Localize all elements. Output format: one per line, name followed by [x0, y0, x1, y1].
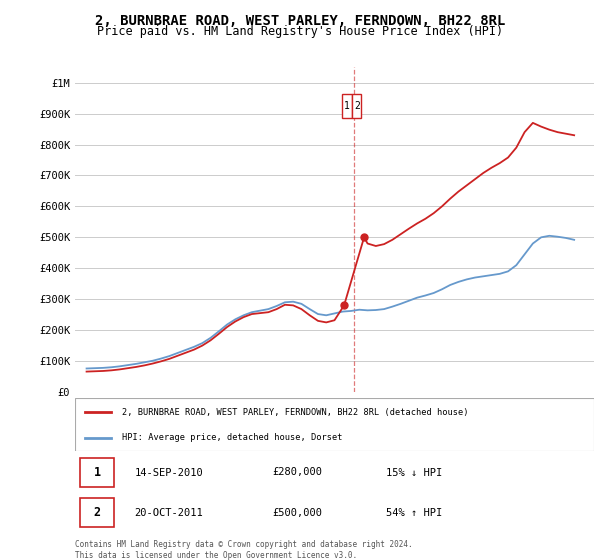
Text: 2: 2	[354, 101, 360, 111]
FancyBboxPatch shape	[352, 95, 361, 118]
Text: 2, BURNBRAE ROAD, WEST PARLEY, FERNDOWN, BH22 8RL: 2, BURNBRAE ROAD, WEST PARLEY, FERNDOWN,…	[95, 14, 505, 28]
Text: 20-OCT-2011: 20-OCT-2011	[134, 507, 203, 517]
FancyBboxPatch shape	[342, 95, 352, 118]
Text: £280,000: £280,000	[272, 468, 322, 478]
FancyBboxPatch shape	[75, 398, 594, 451]
Text: 2: 2	[94, 506, 101, 519]
Text: 1: 1	[94, 466, 101, 479]
Text: HPI: Average price, detached house, Dorset: HPI: Average price, detached house, Dors…	[122, 433, 342, 442]
Text: 54% ↑ HPI: 54% ↑ HPI	[386, 507, 443, 517]
Text: 2, BURNBRAE ROAD, WEST PARLEY, FERNDOWN, BH22 8RL (detached house): 2, BURNBRAE ROAD, WEST PARLEY, FERNDOWN,…	[122, 408, 468, 417]
Text: £500,000: £500,000	[272, 507, 322, 517]
FancyBboxPatch shape	[80, 498, 114, 527]
Text: 15% ↓ HPI: 15% ↓ HPI	[386, 468, 443, 478]
Text: Contains HM Land Registry data © Crown copyright and database right 2024.
This d: Contains HM Land Registry data © Crown c…	[75, 540, 413, 560]
Text: 14-SEP-2010: 14-SEP-2010	[134, 468, 203, 478]
Text: 1: 1	[344, 101, 350, 111]
FancyBboxPatch shape	[80, 458, 114, 487]
Text: Price paid vs. HM Land Registry's House Price Index (HPI): Price paid vs. HM Land Registry's House …	[97, 25, 503, 38]
